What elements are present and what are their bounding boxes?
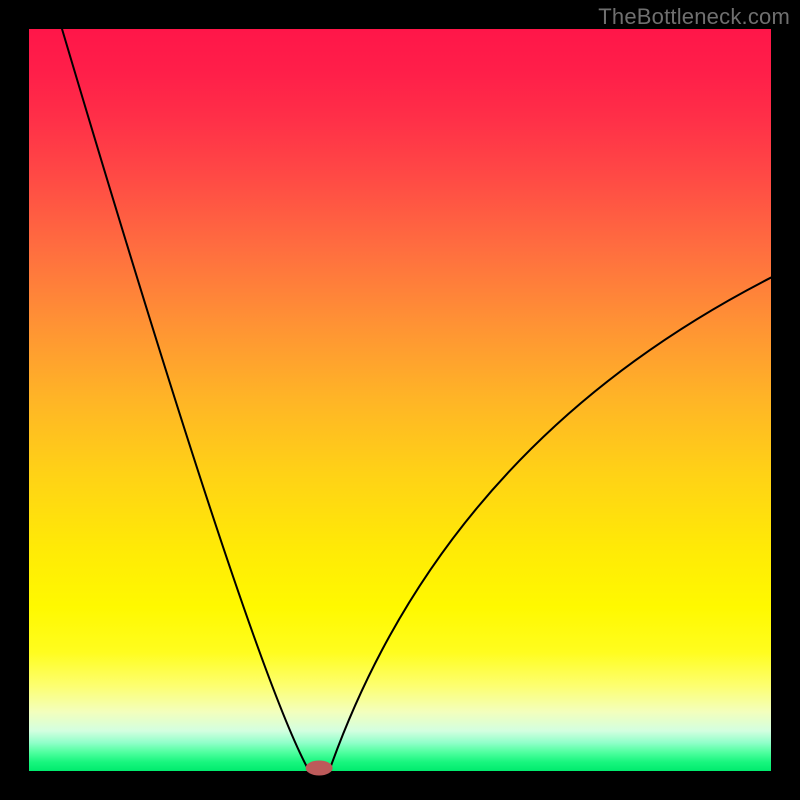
dip-marker [306, 761, 332, 775]
chart-canvas [0, 0, 800, 800]
watermark-text: TheBottleneck.com [598, 4, 790, 30]
gradient-background [29, 29, 771, 771]
